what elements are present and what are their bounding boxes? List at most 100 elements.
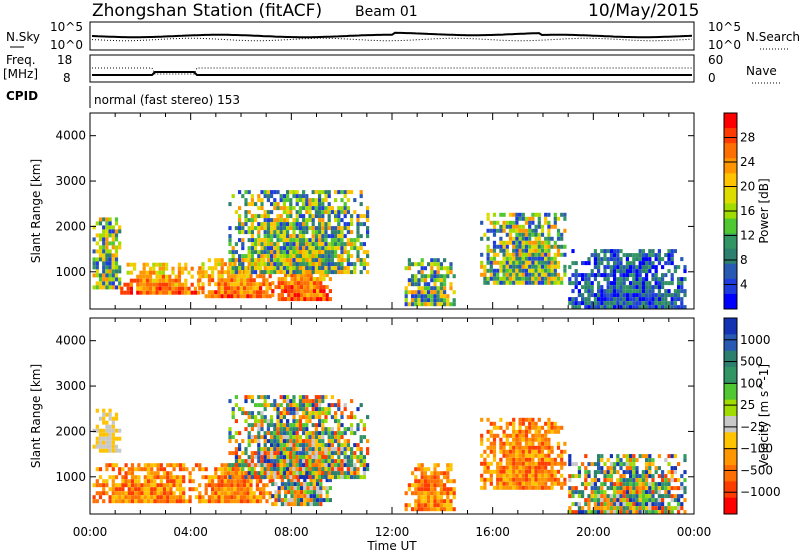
data-cell — [327, 266, 331, 271]
data-cell — [446, 266, 450, 271]
data-cell — [667, 454, 671, 459]
data-cell — [114, 229, 119, 234]
data-cell — [581, 277, 585, 282]
data-cell — [231, 467, 235, 472]
data-cell — [590, 494, 594, 499]
data-cell — [508, 421, 513, 426]
data-cell — [632, 470, 636, 475]
data-cell — [524, 264, 529, 269]
data-cell — [577, 502, 581, 507]
data-cell — [243, 479, 247, 484]
data-cell — [284, 285, 288, 290]
data-cell — [252, 278, 256, 283]
data-cell — [661, 281, 665, 286]
data-cell — [414, 282, 418, 287]
data-cell — [298, 246, 302, 251]
data-cell — [651, 490, 655, 495]
data-cell — [622, 462, 626, 467]
data-cell — [177, 282, 181, 287]
data-cell — [282, 226, 286, 231]
data-cell — [111, 273, 115, 278]
data-cell — [321, 214, 325, 219]
data-cell — [300, 273, 304, 278]
data-cell — [105, 412, 109, 417]
data-cell — [404, 294, 408, 299]
data-cell — [314, 411, 318, 416]
data-cell — [260, 427, 264, 432]
data-cell — [540, 272, 545, 277]
data-cell — [260, 423, 264, 428]
data-cell — [327, 234, 331, 239]
data-cell — [182, 463, 186, 468]
data-cell — [499, 441, 503, 446]
data-cell — [108, 241, 112, 246]
data-cell — [512, 473, 516, 478]
data-cell — [521, 212, 525, 217]
data-cell — [593, 305, 597, 310]
data-cell — [683, 498, 687, 503]
data-cell — [414, 483, 418, 488]
data-cell — [577, 490, 581, 495]
data-cell — [499, 248, 503, 253]
data-cell — [287, 478, 291, 483]
data-cell — [499, 228, 503, 233]
data-cell — [263, 238, 267, 243]
data-cell — [661, 474, 665, 479]
data-cell — [632, 277, 636, 282]
data-cell — [322, 285, 326, 290]
data-cell — [325, 498, 329, 503]
data-cell — [114, 277, 119, 282]
data-cell — [262, 278, 266, 283]
data-cell — [359, 451, 363, 456]
data-cell — [266, 431, 270, 436]
data-cell — [276, 206, 280, 211]
data-cell — [171, 266, 175, 271]
data-cell — [302, 475, 306, 480]
data-cell — [265, 282, 269, 287]
data-cell — [512, 240, 516, 245]
data-cell — [102, 245, 106, 250]
data-cell — [603, 293, 607, 298]
data-cell — [327, 250, 331, 255]
data-cell — [547, 240, 551, 245]
data-cell — [312, 285, 316, 290]
data-cell — [312, 289, 316, 294]
data-cell — [276, 471, 280, 476]
data-cell — [282, 447, 286, 452]
data-cell — [433, 503, 437, 508]
data-cell — [544, 465, 548, 470]
data-cell — [271, 281, 275, 286]
data-cell — [641, 253, 645, 258]
data-cell — [524, 232, 529, 237]
data-cell — [207, 258, 211, 263]
data-cell — [496, 433, 500, 438]
data-cell — [316, 285, 320, 290]
data-cell — [524, 276, 529, 281]
data-cell — [305, 419, 309, 424]
data-cell — [619, 305, 623, 310]
data-cell — [531, 469, 535, 474]
data-cell — [114, 487, 119, 492]
data-cell — [499, 264, 503, 269]
data-cell — [250, 435, 254, 440]
data-cell — [292, 427, 296, 432]
data-cell — [356, 234, 360, 239]
data-cell — [340, 435, 344, 440]
data-cell — [273, 270, 277, 275]
data-cell — [337, 210, 341, 215]
data-cell — [638, 498, 642, 503]
data-cell — [407, 503, 411, 508]
data-cell — [556, 477, 561, 482]
data-cell — [263, 194, 267, 199]
data-cell — [550, 465, 554, 470]
data-cell — [350, 475, 354, 480]
data-cell — [537, 453, 541, 458]
data-cell — [289, 222, 293, 227]
data-cell — [247, 226, 251, 231]
data-cell — [314, 435, 318, 440]
data-cell — [325, 490, 329, 495]
data-cell — [496, 220, 500, 225]
data-cell — [247, 250, 251, 255]
data-cell — [537, 240, 541, 245]
data-cell — [305, 218, 309, 223]
